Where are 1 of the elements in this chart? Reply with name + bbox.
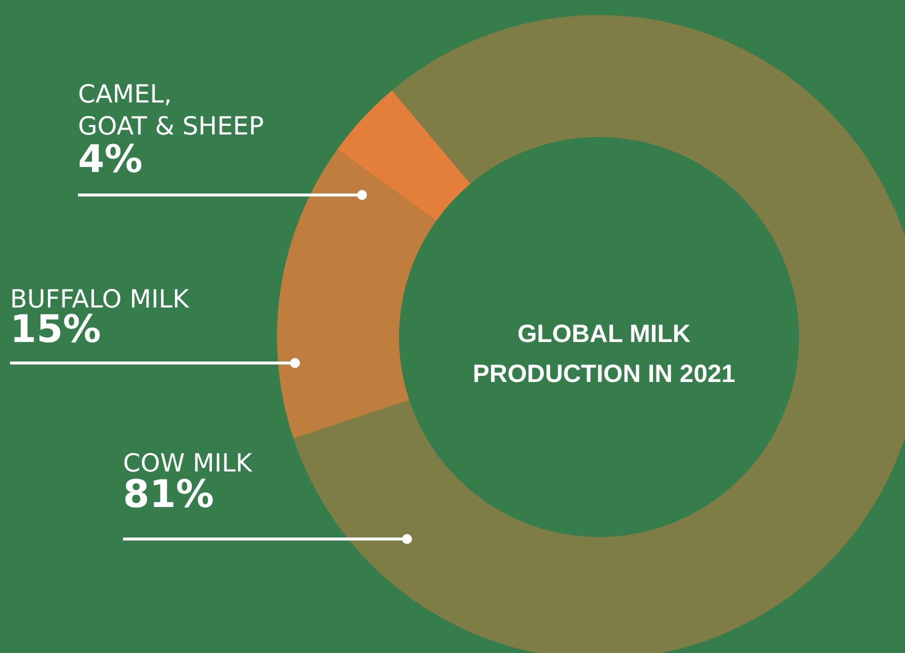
text: GLOBAL MILK PRODUCTION IN 2021 xyxy=(472,320,736,388)
